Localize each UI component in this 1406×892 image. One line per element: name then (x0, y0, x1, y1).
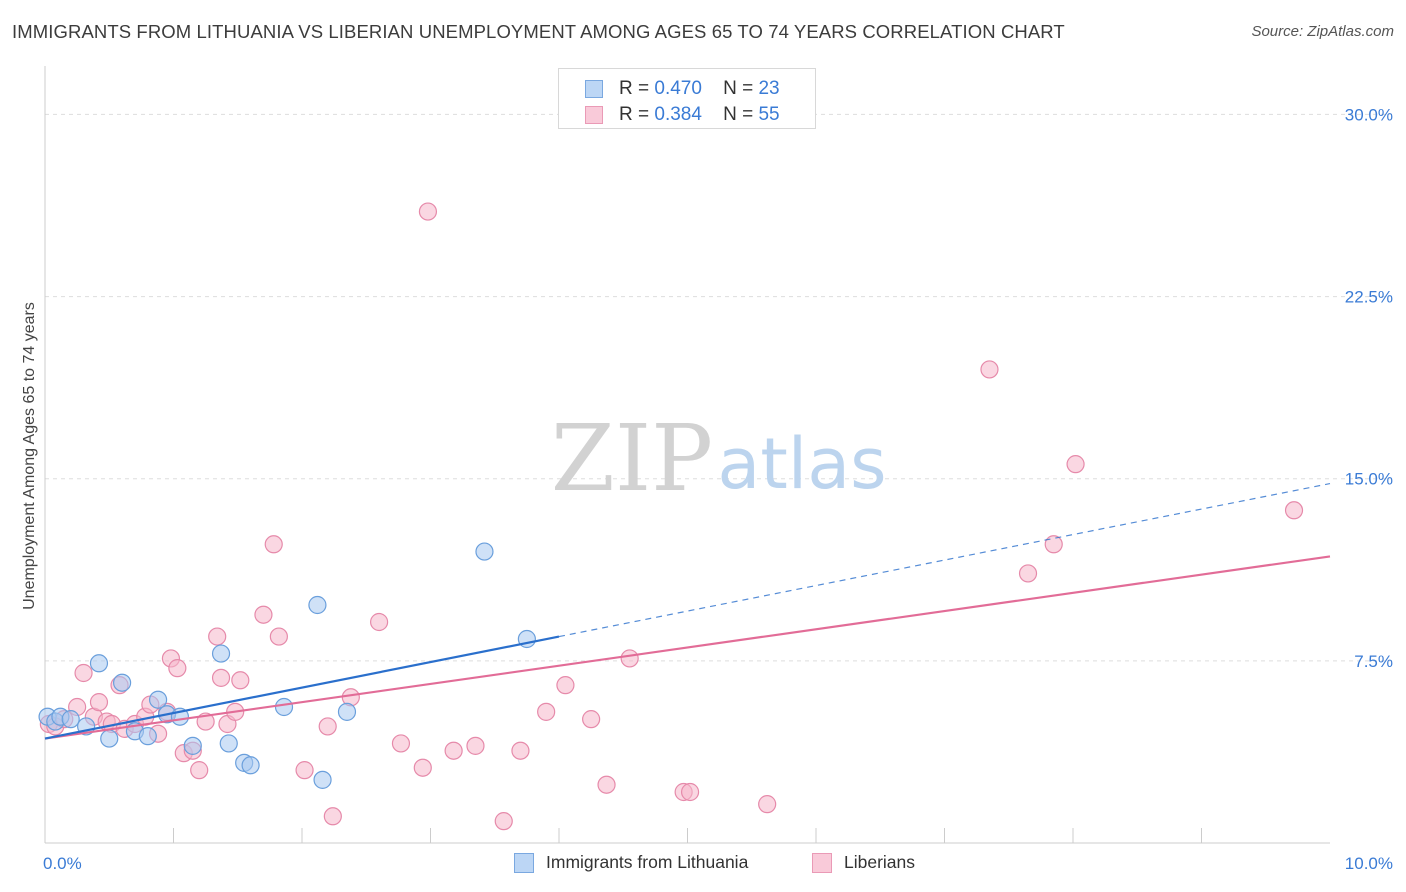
point-liberian (494, 812, 513, 831)
point-liberian (620, 649, 639, 668)
point-liberian (211, 668, 231, 687)
point-liberian (269, 627, 288, 646)
bottom-legend-label-liberians: Liberians (844, 852, 916, 872)
point-liberian (1066, 455, 1085, 474)
point-liberian (680, 782, 700, 802)
point-liberian (413, 758, 432, 777)
point-lithuania (308, 595, 327, 615)
grid-layer (45, 113, 1392, 662)
x-tick-label: 0.0% (43, 854, 82, 873)
point-lithuania (138, 727, 157, 746)
point-liberian (89, 693, 109, 712)
watermark-zip: ZIP (551, 405, 713, 512)
point-liberian (466, 736, 485, 755)
legend-n-label: N = (723, 78, 754, 99)
watermark: ZIP atlas (551, 405, 887, 512)
bottom-legend-label-lithuania: Immigrants from Lithuania (546, 852, 749, 872)
trendline-lithuania (44, 635, 560, 740)
legend-n-value: 23 (758, 78, 780, 99)
point-lithuania (211, 644, 231, 663)
point-liberian (1044, 535, 1063, 554)
point-lithuania (89, 654, 109, 673)
point-liberian (758, 795, 777, 814)
correlation-legend: R = 0.470 N = 23 R = 0.384 N = 55 (558, 68, 816, 129)
point-liberian (418, 202, 438, 221)
point-liberian (370, 612, 389, 632)
legend-r-label: R = (619, 104, 650, 125)
trend-layer (44, 482, 1331, 740)
legend-n-value: 55 (758, 104, 780, 125)
point-liberian (190, 761, 209, 780)
chart-title: IMMIGRANTS FROM LITHUANIA VS LIBERIAN UN… (12, 21, 1065, 42)
legend-n-label: N = (723, 104, 754, 125)
legend-swatch-liberians (585, 106, 603, 124)
point-liberian (511, 741, 530, 760)
point-lithuania (112, 673, 132, 692)
legend-r-value: 0.470 (654, 78, 702, 99)
y-tick-label: 7.5% (1354, 652, 1393, 671)
point-liberian (208, 627, 227, 646)
legend-swatch-lithuania (585, 80, 603, 98)
bottom-legend-swatch-lithuania (514, 853, 534, 873)
point-liberian (391, 734, 411, 753)
point-liberian (74, 663, 93, 683)
point-liberian (264, 535, 283, 554)
point-liberian (318, 717, 337, 736)
point-lithuania (337, 702, 357, 721)
point-lithuania (313, 770, 332, 789)
point-liberian (254, 605, 273, 624)
x-tick-label: 10.0% (1345, 854, 1393, 873)
legend-r-label: R = (619, 78, 650, 99)
point-liberian (168, 659, 187, 678)
trendline-liberian (44, 555, 1331, 740)
point-lithuania (183, 736, 202, 755)
source-label: Source: ZipAtlas.com (1251, 23, 1394, 40)
point-liberian (323, 807, 342, 826)
point-lithuania (274, 697, 294, 717)
y-tick-label: 15.0% (1345, 470, 1393, 489)
point-lithuania (219, 734, 238, 753)
point-liberian (537, 702, 556, 721)
point-liberian (556, 676, 575, 695)
point-lithuania (100, 729, 119, 748)
tick-labels: 7.5% 15.0% 22.5% 30.0% 0.0% 10.0% (43, 105, 1393, 873)
y-tick-label: 30.0% (1345, 105, 1393, 124)
y-tick-label: 22.5% (1345, 288, 1393, 307)
point-liberian (444, 741, 463, 760)
point-lithuania (148, 690, 168, 709)
legend-r-value: 0.384 (654, 104, 702, 125)
point-liberian (295, 761, 314, 780)
point-liberian (597, 775, 616, 794)
watermark-atlas: atlas (717, 423, 886, 505)
point-liberian (582, 710, 601, 729)
point-lithuania (241, 756, 260, 775)
point-liberian (231, 671, 250, 690)
point-liberian (1284, 501, 1304, 520)
point-liberian (1018, 564, 1038, 583)
point-lithuania (61, 710, 80, 729)
point-lithuania (475, 542, 494, 561)
point-liberian (980, 360, 999, 379)
bottom-legend-swatch-liberians (812, 853, 832, 873)
